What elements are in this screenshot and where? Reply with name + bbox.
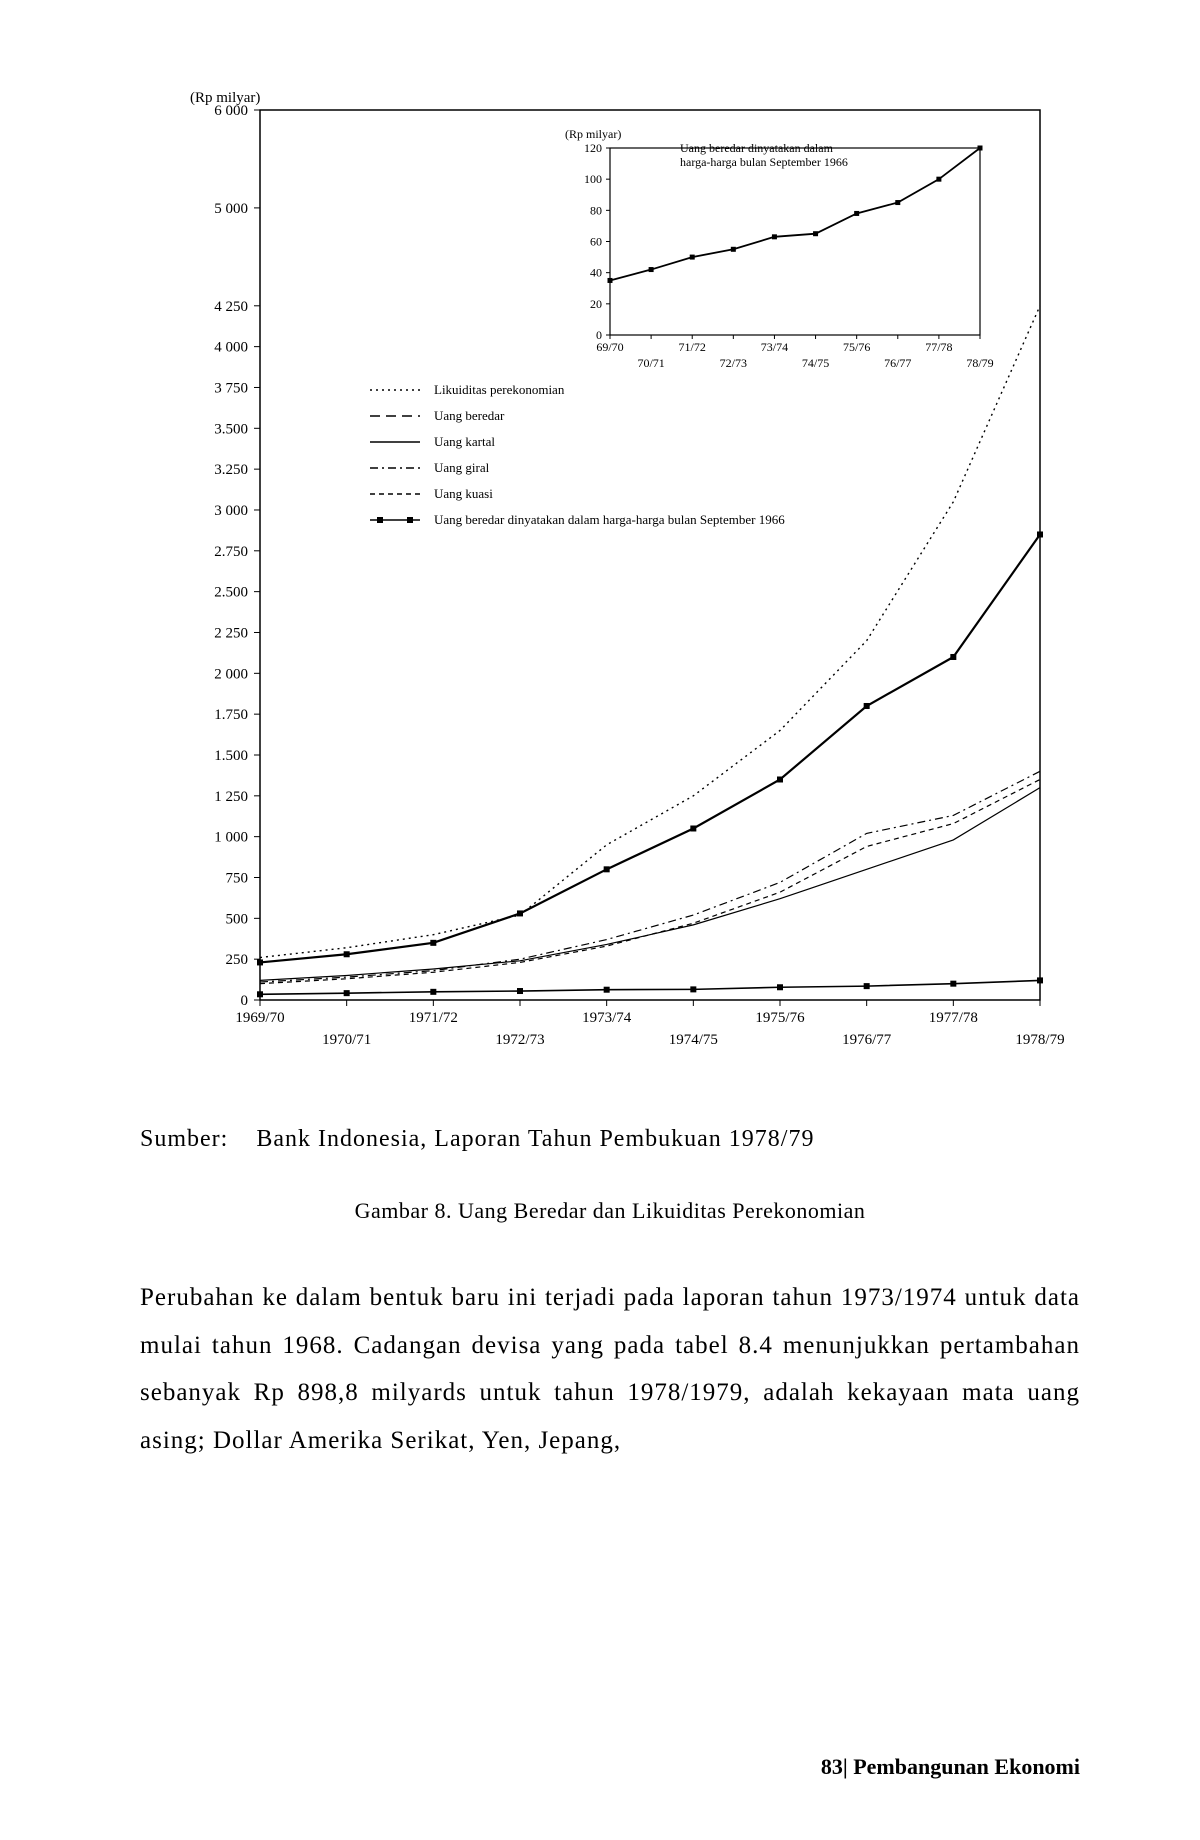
svg-text:1978/79: 1978/79 bbox=[1015, 1032, 1064, 1048]
svg-text:4 250: 4 250 bbox=[214, 299, 248, 315]
svg-text:0: 0 bbox=[241, 993, 249, 1009]
figure-caption: Gambar 8. Uang Beredar dan Likuiditas Pe… bbox=[140, 1198, 1080, 1224]
svg-text:1.500: 1.500 bbox=[214, 748, 248, 764]
svg-text:2.750: 2.750 bbox=[214, 544, 248, 560]
svg-text:5 000: 5 000 bbox=[214, 201, 248, 217]
svg-text:Uang beredar dinyatakan dalam: Uang beredar dinyatakan dalam harga-harg… bbox=[434, 512, 785, 527]
svg-text:1973/74: 1973/74 bbox=[582, 1010, 632, 1026]
svg-text:1.750: 1.750 bbox=[214, 707, 248, 723]
source-line: Sumber: Bank Indonesia, Laporan Tahun Pe… bbox=[140, 1120, 1080, 1158]
svg-text:69/70: 69/70 bbox=[596, 340, 623, 354]
chart-svg: (Rp milyar) 0 250 500 750 1 000 1 250 1.500 1.75… bbox=[150, 80, 1070, 1080]
source-text: Bank Indonesia, Laporan Tahun Pembukuan … bbox=[256, 1126, 814, 1152]
svg-text:78/79: 78/79 bbox=[966, 356, 993, 370]
svg-text:Uang kartal: Uang kartal bbox=[434, 434, 495, 449]
svg-text:1976/77: 1976/77 bbox=[842, 1032, 892, 1048]
svg-text:2 250: 2 250 bbox=[214, 625, 248, 641]
svg-text:Likuiditas perekonomian: Likuiditas perekonomian bbox=[434, 382, 565, 397]
svg-text:1970/71: 1970/71 bbox=[322, 1032, 371, 1048]
svg-text:1974/75: 1974/75 bbox=[669, 1032, 718, 1048]
source-label: Sumber: bbox=[140, 1126, 228, 1152]
svg-text:Uang kuasi: Uang kuasi bbox=[434, 486, 493, 501]
svg-text:20: 20 bbox=[590, 297, 602, 311]
body-paragraph: Perubahan ke dalam bentuk baru ini terja… bbox=[140, 1274, 1080, 1464]
svg-text:Uang beredar: Uang beredar bbox=[434, 408, 505, 423]
svg-text:60: 60 bbox=[590, 235, 602, 249]
svg-text:72/73: 72/73 bbox=[720, 356, 747, 370]
svg-text:3 000: 3 000 bbox=[214, 503, 248, 519]
svg-text:3.500: 3.500 bbox=[214, 421, 248, 437]
svg-text:77/78: 77/78 bbox=[925, 340, 952, 354]
svg-text:2 000: 2 000 bbox=[214, 666, 248, 682]
svg-text:1 250: 1 250 bbox=[214, 789, 248, 805]
svg-text:1975/76: 1975/76 bbox=[755, 1010, 805, 1026]
svg-text:71/72: 71/72 bbox=[679, 340, 706, 354]
svg-text:harga-harga bulan September 19: harga-harga bulan September 1966 bbox=[680, 155, 848, 169]
svg-text:3.250: 3.250 bbox=[214, 462, 248, 478]
svg-text:500: 500 bbox=[226, 911, 249, 927]
svg-text:75/76: 75/76 bbox=[843, 340, 870, 354]
svg-text:1977/78: 1977/78 bbox=[929, 1010, 978, 1026]
svg-text:250: 250 bbox=[226, 952, 249, 968]
svg-text:100: 100 bbox=[584, 172, 602, 186]
svg-text:(Rp milyar): (Rp milyar) bbox=[565, 127, 621, 141]
svg-text:40: 40 bbox=[590, 266, 602, 280]
svg-text:3 750: 3 750 bbox=[214, 380, 248, 396]
svg-text:6 000: 6 000 bbox=[214, 103, 248, 119]
svg-text:1 000: 1 000 bbox=[214, 830, 248, 846]
svg-text:73/74: 73/74 bbox=[761, 340, 788, 354]
svg-text:4 000: 4 000 bbox=[214, 340, 248, 356]
svg-text:1971/72: 1971/72 bbox=[409, 1010, 458, 1026]
svg-text:Uang beredar dinyatakan dalam: Uang beredar dinyatakan dalam bbox=[680, 141, 834, 155]
svg-text:76/77: 76/77 bbox=[884, 356, 911, 370]
svg-text:750: 750 bbox=[226, 870, 249, 886]
svg-text:2.500: 2.500 bbox=[214, 585, 248, 601]
svg-text:74/75: 74/75 bbox=[802, 356, 829, 370]
svg-text:120: 120 bbox=[584, 141, 602, 155]
svg-text:1969/70: 1969/70 bbox=[235, 1010, 284, 1026]
page-footer: 83| Pembangunan Ekonomi bbox=[821, 1754, 1080, 1780]
figure-8-chart: (Rp milyar) 0 250 500 750 1 000 1 250 1.500 1.75… bbox=[150, 80, 1070, 1080]
svg-text:80: 80 bbox=[590, 203, 602, 217]
svg-text:Uang giral: Uang giral bbox=[434, 460, 490, 475]
svg-text:1972/73: 1972/73 bbox=[495, 1032, 544, 1048]
svg-text:70/71: 70/71 bbox=[637, 356, 664, 370]
